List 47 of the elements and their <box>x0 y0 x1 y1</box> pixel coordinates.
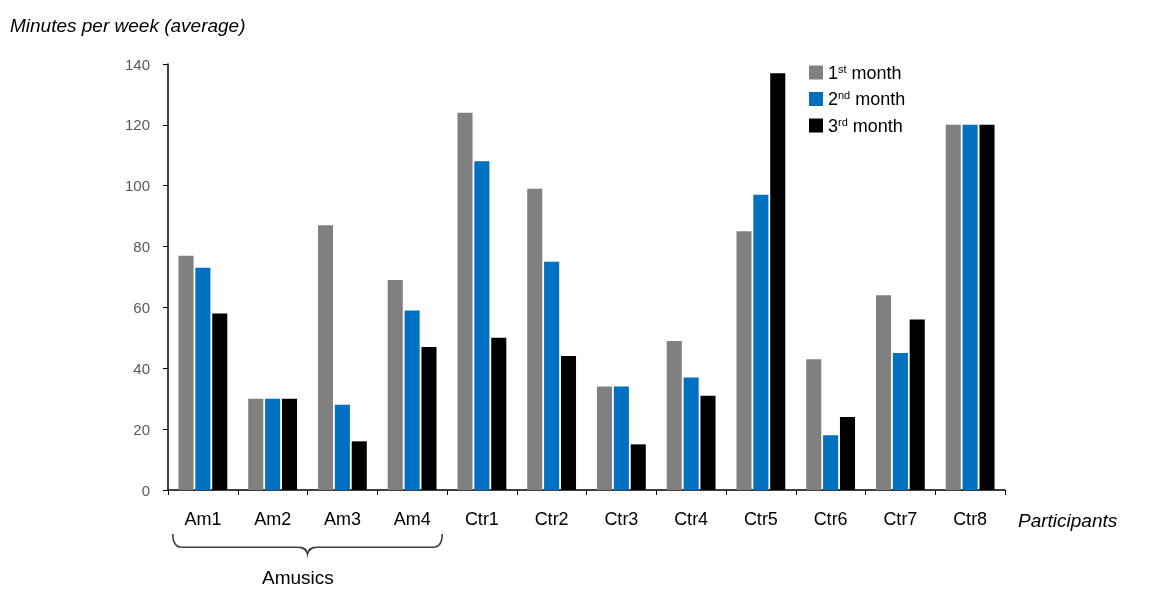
y-axis-title: Minutes per week (average) <box>10 15 246 36</box>
bar <box>683 377 699 490</box>
bar <box>195 267 211 490</box>
bar <box>387 280 403 490</box>
bar <box>544 261 560 490</box>
bar <box>527 188 543 490</box>
text: Amusics <box>262 567 334 588</box>
bar <box>962 124 978 490</box>
x-tick-label: Ctr2 <box>534 509 569 529</box>
x-tick-label: Ctr3 <box>604 509 639 529</box>
y-tick-label: 20 <box>133 420 150 438</box>
bar <box>945 124 961 490</box>
x-tick-label: Ctr4 <box>674 509 709 529</box>
bar <box>457 112 473 490</box>
bar <box>892 353 908 490</box>
bar <box>596 386 613 490</box>
x-tick-label: Am4 <box>393 509 431 529</box>
bar <box>666 340 682 490</box>
bar <box>753 194 769 490</box>
y-tick-label: 140 <box>124 55 150 73</box>
bar <box>265 398 281 490</box>
x-tick-label: Ctr1 <box>464 509 499 529</box>
bar <box>404 310 420 490</box>
y-tick-label: 80 <box>133 238 150 256</box>
y-tick-label: 0 <box>141 481 150 499</box>
x-tick-label: Am1 <box>184 509 222 529</box>
bar <box>613 386 629 490</box>
x-tick-label: Ctr7 <box>883 509 918 529</box>
bar <box>317 225 334 490</box>
bar <box>334 404 350 490</box>
bar <box>248 398 264 490</box>
bar <box>806 359 822 490</box>
y-tick-label: 100 <box>124 177 150 195</box>
y-tick-label: 60 <box>133 298 150 316</box>
bar <box>823 435 839 490</box>
bar <box>474 161 490 490</box>
x-tick-label: Ctr6 <box>813 509 848 529</box>
y-tick-label: 40 <box>133 359 150 377</box>
bar <box>736 231 752 490</box>
x-tick-label: Ctr8 <box>953 509 988 529</box>
y-tick-label: 120 <box>124 116 150 134</box>
x-tick-label: Am3 <box>323 509 361 529</box>
x-tick-label: Ctr5 <box>743 509 778 529</box>
x-tick-label: Am2 <box>254 509 292 529</box>
bar <box>875 295 892 490</box>
x-axis-title: Participants <box>1018 510 1118 531</box>
bar <box>178 255 194 490</box>
